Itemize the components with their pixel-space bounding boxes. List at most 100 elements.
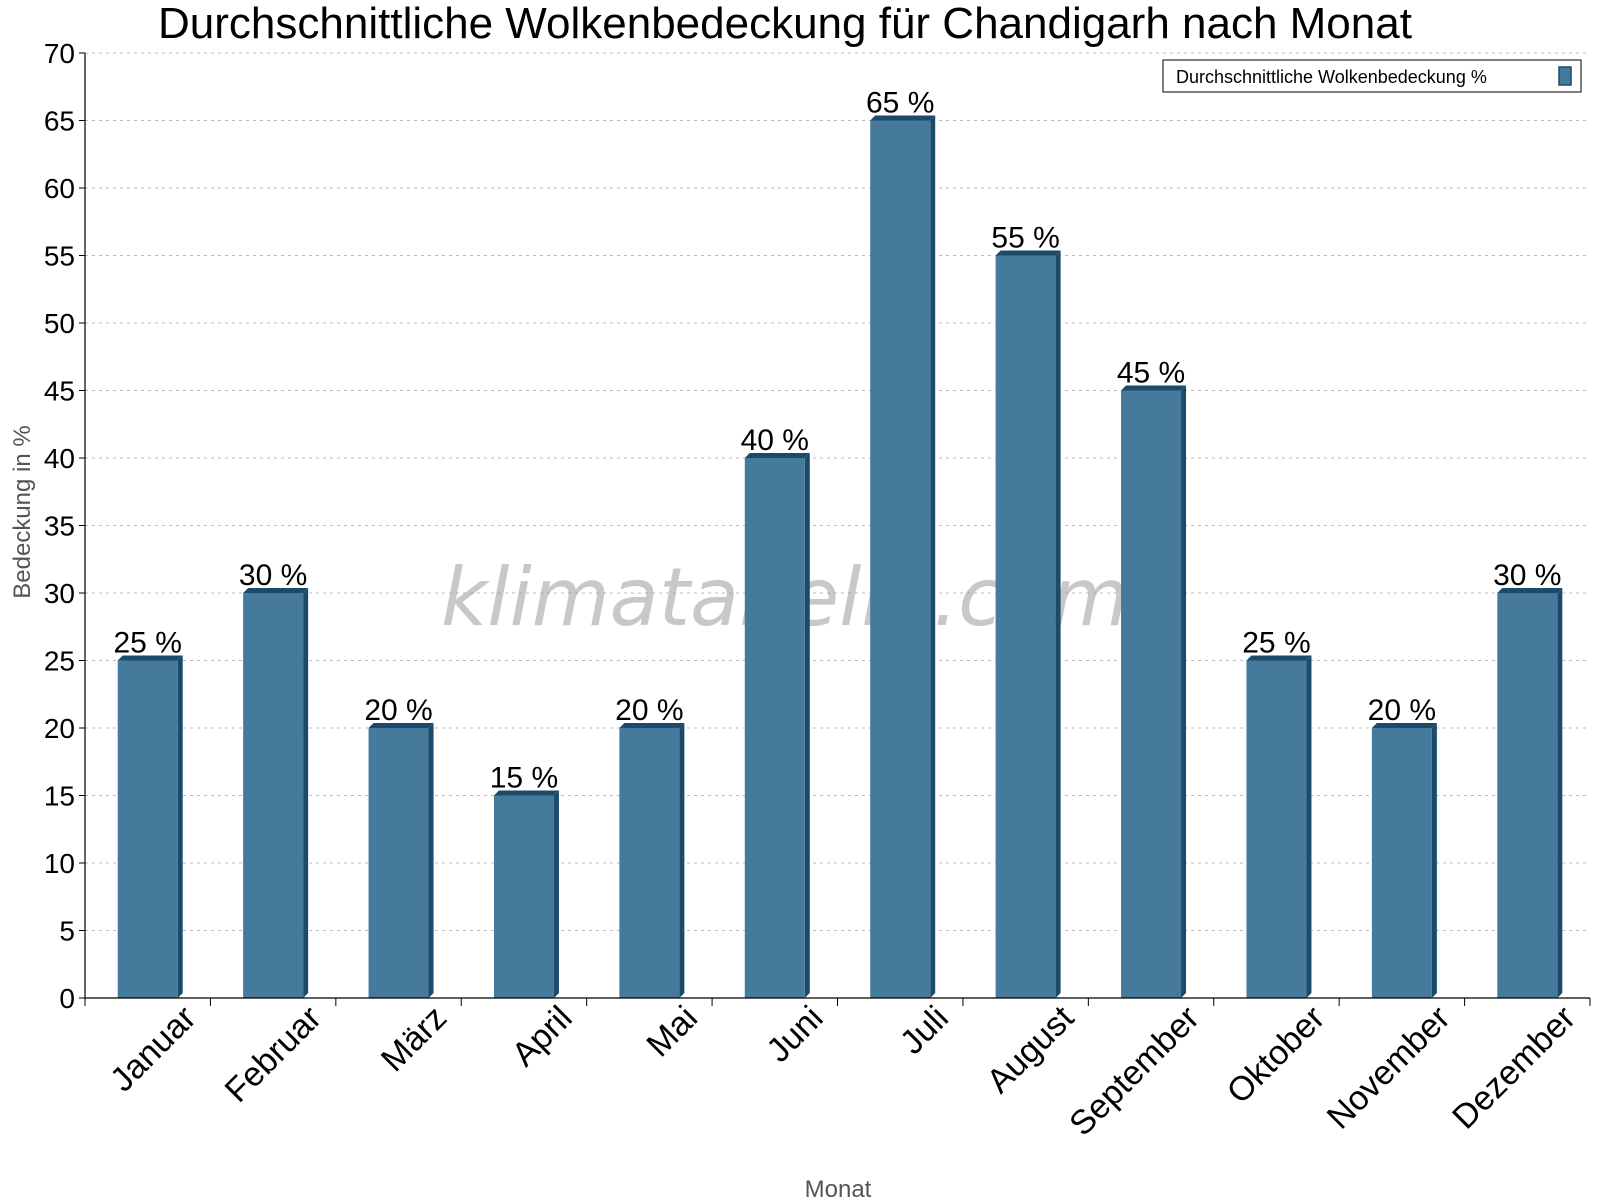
bar-top xyxy=(368,723,434,728)
bar-front xyxy=(1497,593,1558,998)
data-label: 20 % xyxy=(364,694,432,727)
bar-front xyxy=(243,593,304,998)
y-tick-labels: 0 5 10 15 20 25 30 35 40 45 50 55 60 65 70 xyxy=(44,38,75,1014)
bar-front xyxy=(493,795,554,998)
y-tick-label: 65 xyxy=(44,106,75,137)
data-label: 65 % xyxy=(866,87,934,120)
bar-juli xyxy=(870,115,936,998)
bar-top xyxy=(493,790,559,796)
x-tick-label: Januar xyxy=(103,999,203,1099)
bar-side xyxy=(1181,385,1187,998)
data-label: 45 % xyxy=(1117,357,1185,390)
bar-top xyxy=(995,250,1061,256)
bar-side xyxy=(679,723,685,998)
data-label: 40 % xyxy=(741,424,809,457)
x-tick-label: Oktober xyxy=(1220,999,1332,1111)
bar-side xyxy=(1431,723,1437,998)
bar-side xyxy=(303,588,309,998)
x-tick-label: Juli xyxy=(893,999,956,1062)
bar-front xyxy=(1246,660,1307,998)
x-tick-label: Dezember xyxy=(1445,999,1583,1137)
x-tick-label: August xyxy=(980,998,1082,1100)
bar-oktober xyxy=(1246,655,1312,998)
legend-entry-label: Durchschnittliche Wolkenbedeckung % xyxy=(1176,67,1487,87)
y-tick-label: 15 xyxy=(44,781,75,812)
bar-top xyxy=(744,453,810,458)
bars xyxy=(117,115,1563,998)
bar-märz xyxy=(368,723,434,998)
y-tick-label: 60 xyxy=(44,173,75,204)
data-label: 20 % xyxy=(615,694,683,727)
bar-top xyxy=(1121,385,1187,391)
y-tick-label: 5 xyxy=(59,916,75,947)
bar-side xyxy=(1557,588,1563,998)
bar-front xyxy=(1371,728,1432,998)
legend-swatch xyxy=(1558,66,1572,86)
legend: Durchschnittliche Wolkenbedeckung % xyxy=(1162,59,1582,93)
bar-juni xyxy=(744,453,810,998)
bar-side xyxy=(804,453,810,998)
bar-front xyxy=(995,255,1056,998)
x-tick-label: April xyxy=(505,999,580,1074)
bar-front xyxy=(1121,390,1182,998)
data-label: 15 % xyxy=(490,762,558,795)
bar-front xyxy=(117,660,178,998)
x-tick-label: Mai xyxy=(639,999,705,1065)
data-label: 55 % xyxy=(991,222,1059,255)
bar-front xyxy=(619,728,680,998)
bar-top xyxy=(1497,588,1563,593)
bar-side xyxy=(553,790,559,998)
y-tick-label: 0 xyxy=(59,983,75,1014)
bar-dezember xyxy=(1497,588,1563,998)
y-tick-label: 25 xyxy=(44,646,75,677)
bar-side xyxy=(1306,655,1312,998)
grid-lines xyxy=(85,52,1590,931)
y-tick-label: 40 xyxy=(44,443,75,474)
bar-front xyxy=(870,120,931,998)
bar-side xyxy=(177,655,183,998)
data-label: 30 % xyxy=(239,559,307,592)
bar-mai xyxy=(619,723,685,998)
bar-side xyxy=(1055,250,1061,998)
y-axis-title: Bedeckung in % xyxy=(9,425,36,598)
data-labels: 25 % 30 % 20 % 15 % 20 % 40 % 65 % 55 % 45 % 25 %… xyxy=(114,87,1562,795)
data-label: 20 % xyxy=(1368,694,1436,727)
y-tick-label: 45 xyxy=(44,376,75,407)
y-tick-label: 20 xyxy=(44,713,75,744)
x-tick-label: Juni xyxy=(759,999,830,1070)
data-label: 30 % xyxy=(1493,559,1561,592)
chart-title: Durchschnittliche Wolkenbedeckung für Ch… xyxy=(158,0,1412,48)
legend-box xyxy=(1162,59,1582,93)
y-tick-label: 35 xyxy=(44,511,75,542)
bar-side xyxy=(930,115,936,998)
bar-september xyxy=(1121,385,1187,998)
bar-november xyxy=(1371,723,1437,998)
bar-top xyxy=(117,655,183,661)
bar-front xyxy=(744,458,805,998)
x-tick-label: Februar xyxy=(218,999,329,1110)
bar-front xyxy=(368,728,429,998)
bar-top xyxy=(870,115,936,121)
x-axis-title: Monat xyxy=(805,1176,872,1200)
bar-april xyxy=(493,790,559,998)
bar-top xyxy=(1371,723,1437,728)
y-tick-label: 50 xyxy=(44,308,75,339)
bar-januar xyxy=(117,655,183,998)
x-tick-label: November xyxy=(1320,999,1458,1137)
x-tick-label: September xyxy=(1062,999,1206,1143)
x-tick-label: März xyxy=(374,999,454,1079)
bar-top xyxy=(243,588,309,593)
data-label: 25 % xyxy=(1242,627,1310,660)
bar-top xyxy=(1246,655,1312,661)
bar-februar xyxy=(243,588,309,998)
y-tick-label: 70 xyxy=(44,38,75,69)
data-label: 25 % xyxy=(114,627,182,660)
bar-top xyxy=(619,723,685,728)
y-tick-label: 30 xyxy=(44,578,75,609)
bar-august xyxy=(995,250,1061,998)
y-tick-label: 10 xyxy=(44,848,75,879)
bar-side xyxy=(428,723,434,998)
x-tick-labels: Januar Februar März April Mai Juni Juli AugustS… xyxy=(103,998,1583,1143)
y-tick-label: 55 xyxy=(44,241,75,272)
